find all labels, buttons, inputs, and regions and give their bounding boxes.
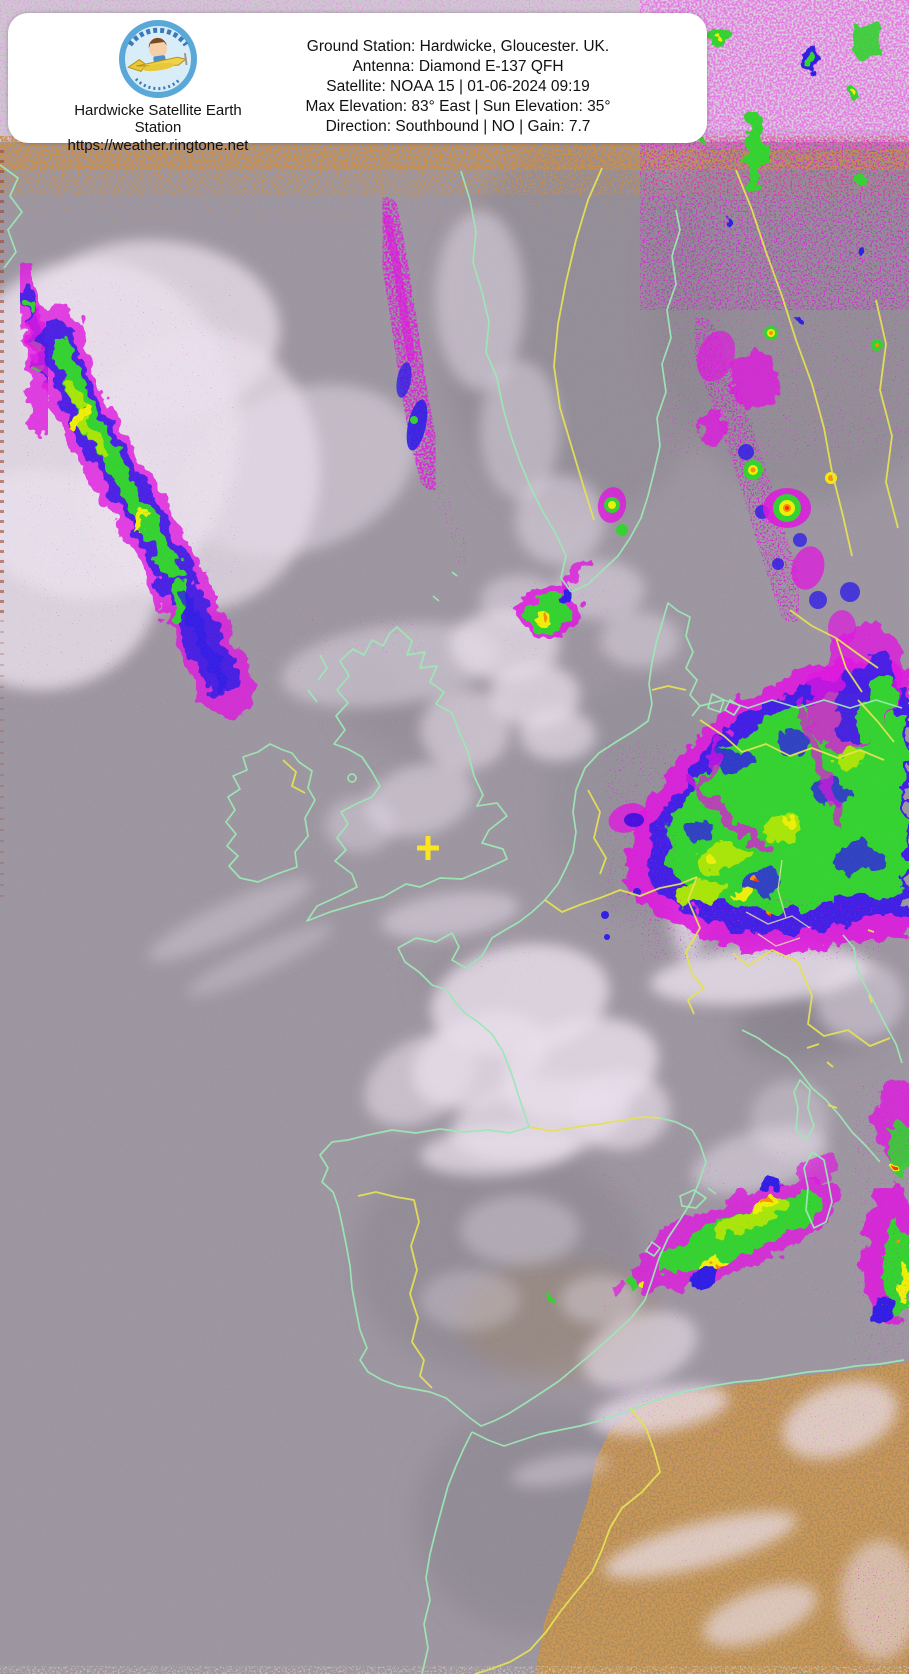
pass-info-ground-station: Ground Station: Hardwicke, Gloucester. U… — [306, 38, 610, 55]
info-overlay-card: Hardwicke Satellite Earth Station https:… — [8, 13, 707, 154]
pass-info-elevation: Max Elevation: 83° East | Sun Elevation:… — [305, 98, 611, 115]
pass-info-direction: Direction: Southbound | NO | Gain: 7.7 — [325, 118, 591, 135]
pass-info-satellite: Satellite: NOAA 15 | 01-06-2024 09:19 — [326, 78, 590, 95]
station-identity: Hardwicke Satellite Earth Station https:… — [8, 17, 308, 154]
logo-arc-text — [127, 27, 189, 47]
pass-info: Ground Station: Hardwicke, Gloucester. U… — [258, 37, 658, 137]
station-logo — [118, 19, 198, 99]
pass-info-antenna: Antenna: Diamond E-137 QFH — [352, 58, 564, 75]
station-name: Hardwicke Satellite Earth Station — [74, 102, 242, 136]
logo-airplane — [127, 37, 188, 73]
station-website-link[interactable]: https://weather.ringtone.net — [67, 137, 249, 154]
